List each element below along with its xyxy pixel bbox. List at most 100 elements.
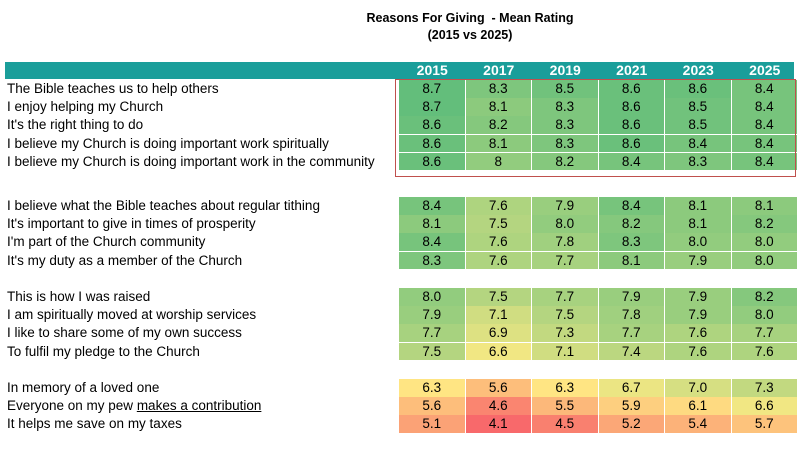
heatmap-cell: 5.5 [532, 397, 598, 415]
heatmap-cell: 8.3 [399, 251, 465, 270]
heatmap-cell: 8.3 [532, 134, 598, 153]
heatmap-cell: 7.6 [731, 342, 797, 361]
heatmap-cell: 8.4 [731, 152, 797, 171]
heatmap-cell: 8.5 [665, 98, 731, 116]
row-label: I am spiritually moved at worship servic… [7, 307, 257, 323]
heatmap-cell: 6.1 [665, 397, 731, 415]
row-label: It's important to give in times of prosp… [7, 216, 256, 232]
heatmap-cell: 8.2 [465, 116, 531, 134]
heatmap-cell: 8.6 [399, 134, 465, 153]
heatmap-cell: 8.0 [731, 251, 797, 270]
row-label: I enjoy helping my Church [7, 99, 164, 115]
heatmap-cell: 8.3 [665, 152, 731, 171]
heatmap-cell: 8.0 [731, 233, 797, 251]
column-header-bar [5, 62, 794, 79]
row-label: I like to share some of my own success [7, 325, 242, 341]
heatmap-cell: 8.5 [532, 80, 598, 98]
heatmap-cell: 8.4 [731, 98, 797, 116]
heatmap-cell: 7.7 [731, 324, 797, 342]
heatmap-cell: 8.1 [598, 251, 664, 270]
heatmap-cell: 7.4 [598, 342, 664, 361]
heatmap-cell: 7.6 [665, 342, 731, 361]
heatmap-cell: 7.9 [665, 306, 731, 324]
heatmap-cell: 4.1 [465, 415, 531, 433]
heatmap-cell: 8.1 [465, 98, 531, 116]
heatmap-cell: 7.0 [665, 379, 731, 397]
heatmap-cell: 6.6 [465, 342, 531, 361]
heatmap-cell: 5.6 [399, 397, 465, 415]
heatmap-cell: 7.9 [399, 306, 465, 324]
heatmap-cell: 7.3 [532, 324, 598, 342]
heatmap-cell: 7.6 [465, 233, 531, 251]
heatmap-cell: 8.1 [665, 215, 731, 233]
heatmap-cell: 8.4 [731, 134, 797, 153]
heatmap-cell: 7.8 [532, 233, 598, 251]
heatmap-cell: 8.4 [665, 134, 731, 153]
row-label: I believe my Church is doing important w… [7, 135, 329, 151]
heatmap-cell: 8.3 [532, 116, 598, 134]
heatmap-cell: 7.1 [465, 306, 531, 324]
heatmap-cell: 8.2 [731, 288, 797, 306]
row-label: The Bible teaches us to help others [7, 81, 219, 96]
heatmap-cell: 7.6 [465, 197, 531, 215]
heatmap-cell: 7.9 [665, 251, 731, 270]
row-label: I'm part of the Church community [7, 234, 206, 250]
heatmap-cell: 5.4 [665, 415, 731, 433]
heatmap-cell: 7.9 [598, 288, 664, 306]
heatmap-cell: 8.1 [665, 197, 731, 215]
heatmap-cell: 7.5 [532, 306, 598, 324]
heatmap-cell: 6.7 [598, 379, 664, 397]
column-header-2025: 2025 [749, 62, 781, 78]
heatmap-cell: 7.6 [465, 251, 531, 270]
chart-title-line2: (2015 vs 2025) [427, 28, 513, 42]
heatmap-cell: 8.2 [532, 152, 598, 171]
heatmap-cell: 8 [465, 152, 531, 171]
row-label-text: Everyone on my pew [7, 398, 137, 414]
heatmap-cell: 8.6 [598, 116, 664, 134]
row-label: I believe what the Bible teaches about r… [7, 198, 320, 213]
heatmap-cell: 7.8 [598, 306, 664, 324]
heatmap-cell: 8.0 [665, 233, 731, 251]
row-label: To fulfil my pledge to the Church [7, 343, 200, 359]
heatmap-cell: 5.9 [598, 397, 664, 415]
heatmap-cell: 6.9 [465, 324, 531, 342]
column-header-2019: 2019 [549, 62, 581, 78]
row-label: In memory of a loved one [7, 380, 160, 395]
heatmap-cell: 7.6 [665, 324, 731, 342]
heatmap-cell: 8.6 [598, 98, 664, 116]
heatmap-cell: 8.0 [532, 215, 598, 233]
heatmap-cell: 7.9 [532, 197, 598, 215]
row-label: It helps me save on my taxes [7, 416, 182, 432]
heatmap-cell: 7.9 [665, 288, 731, 306]
heatmap-cell: 7.7 [598, 324, 664, 342]
heatmap-cell: 7.5 [465, 288, 531, 306]
heatmap-cell: 7.7 [532, 288, 598, 306]
heatmap-cell: 5.6 [465, 379, 531, 397]
heatmap-cell: 8.6 [399, 152, 465, 171]
column-header-2017: 2017 [483, 62, 515, 78]
heatmap-cell: 8.6 [598, 134, 664, 153]
heatmap-cell: 4.5 [532, 415, 598, 433]
heatmap-cell: 8.4 [598, 197, 664, 215]
heatmap-cell: 8.4 [598, 152, 664, 171]
heatmap-cell: 8.4 [731, 116, 797, 134]
heatmap-cell: 8.3 [598, 233, 664, 251]
heatmap-cell: 8.4 [399, 197, 465, 215]
heatmap-cell: 8.1 [731, 197, 797, 215]
heatmap-cell: 6.3 [532, 379, 598, 397]
heatmap-cell: 5.7 [731, 415, 797, 433]
row-label: Everyone on my pew makes a contribution [7, 397, 261, 415]
column-header-2021: 2021 [616, 62, 648, 78]
heatmap-cell: 6.6 [731, 397, 797, 415]
heatmap-cell: 8.7 [399, 98, 465, 116]
heatmap-cell: 8.4 [731, 80, 797, 98]
heatmap-cell: 6.3 [399, 379, 465, 397]
heatmap-cell: 8.1 [465, 134, 531, 153]
row-label: I believe my Church is doing important w… [7, 153, 375, 169]
heatmap-cell: 8.6 [665, 80, 731, 98]
heatmap-cell: 8.5 [665, 116, 731, 134]
heatmap-cell: 8.4 [399, 233, 465, 251]
heatmap-cell: 7.5 [465, 215, 531, 233]
heatmap-cell: 8.3 [465, 80, 531, 98]
heatmap-cell: 7.3 [731, 379, 797, 397]
